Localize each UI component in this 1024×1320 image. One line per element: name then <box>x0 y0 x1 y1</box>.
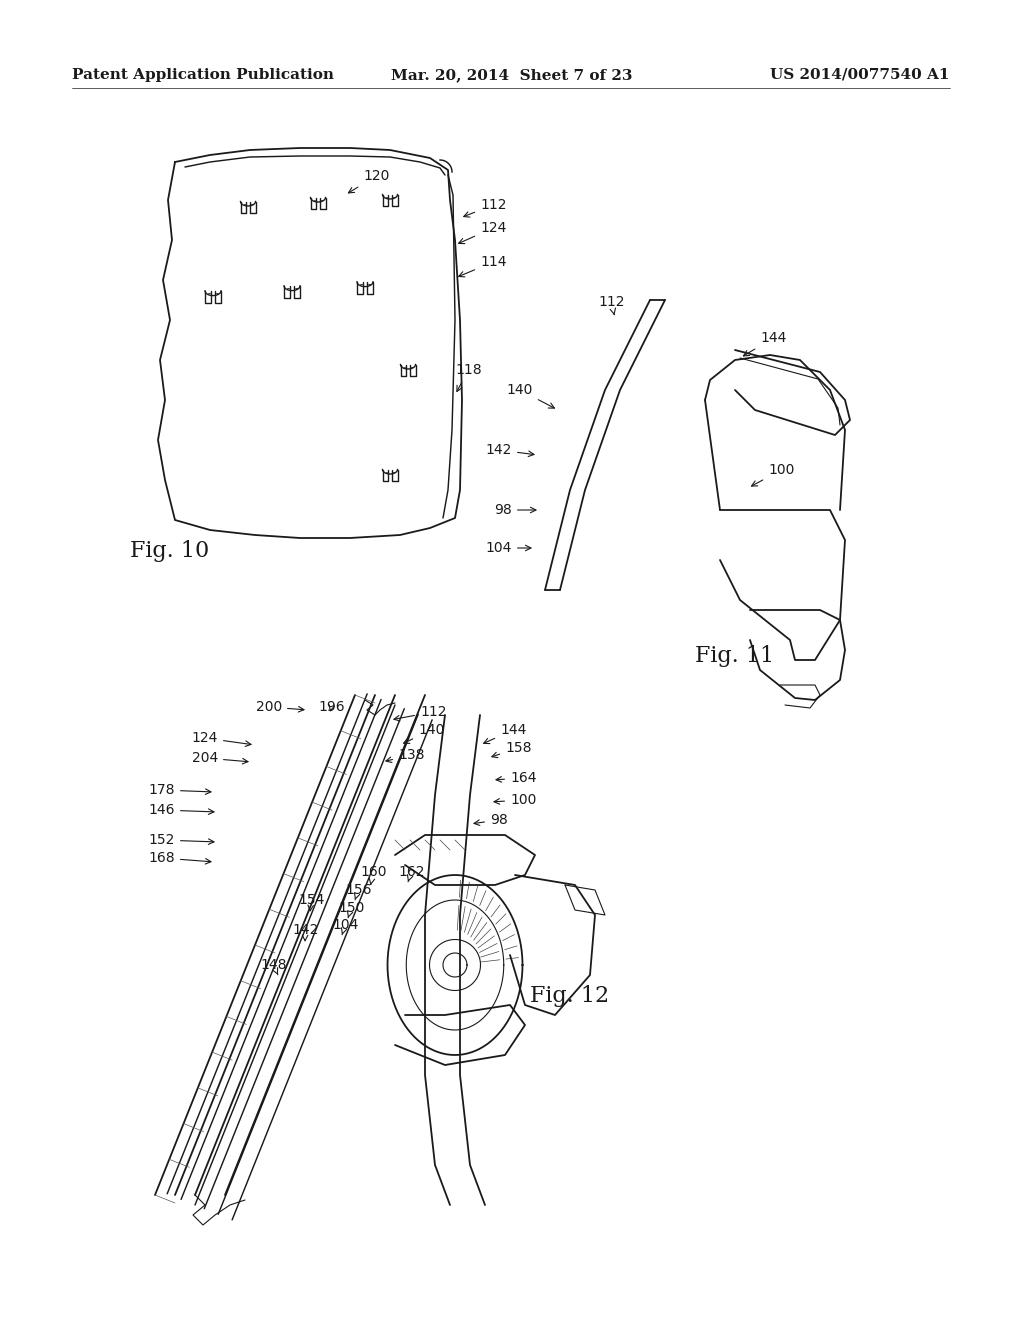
Text: 146: 146 <box>148 803 214 817</box>
Text: 124: 124 <box>459 220 507 244</box>
Text: 114: 114 <box>459 255 507 277</box>
Text: 144: 144 <box>483 723 526 743</box>
Text: 140: 140 <box>403 723 444 743</box>
Text: 144: 144 <box>743 331 786 356</box>
Text: 158: 158 <box>492 741 531 758</box>
Text: 178: 178 <box>148 783 211 797</box>
Text: 152: 152 <box>148 833 214 847</box>
Text: 200: 200 <box>256 700 304 714</box>
Text: 120: 120 <box>348 169 389 193</box>
Text: Fig. 11: Fig. 11 <box>695 645 774 667</box>
Text: Fig. 12: Fig. 12 <box>530 985 609 1007</box>
Text: 118: 118 <box>455 363 481 392</box>
Text: 104: 104 <box>332 917 358 935</box>
Text: 148: 148 <box>260 958 287 974</box>
Text: 124: 124 <box>191 731 251 746</box>
Text: 196: 196 <box>318 700 345 714</box>
Text: 156: 156 <box>345 883 372 900</box>
Text: 112: 112 <box>464 198 507 216</box>
Text: 150: 150 <box>338 902 365 917</box>
Text: Patent Application Publication: Patent Application Publication <box>72 69 334 82</box>
Text: 112: 112 <box>394 705 446 721</box>
Text: 140: 140 <box>507 383 554 408</box>
Text: 154: 154 <box>298 894 325 911</box>
Text: US 2014/0077540 A1: US 2014/0077540 A1 <box>770 69 950 82</box>
Text: 98: 98 <box>495 503 536 517</box>
Text: 100: 100 <box>494 793 537 807</box>
Text: 112: 112 <box>598 294 625 314</box>
Text: 104: 104 <box>485 541 531 554</box>
Text: 142: 142 <box>292 923 318 941</box>
Text: 162: 162 <box>398 865 425 882</box>
Text: 204: 204 <box>191 751 248 766</box>
Text: 138: 138 <box>386 748 425 763</box>
Text: 168: 168 <box>148 851 211 865</box>
Text: 100: 100 <box>752 463 795 486</box>
Text: Fig. 10: Fig. 10 <box>130 540 209 562</box>
Text: 160: 160 <box>360 865 386 884</box>
Text: 164: 164 <box>496 771 537 785</box>
Text: 142: 142 <box>485 444 534 457</box>
Text: 98: 98 <box>474 813 508 828</box>
Text: Mar. 20, 2014  Sheet 7 of 23: Mar. 20, 2014 Sheet 7 of 23 <box>391 69 633 82</box>
